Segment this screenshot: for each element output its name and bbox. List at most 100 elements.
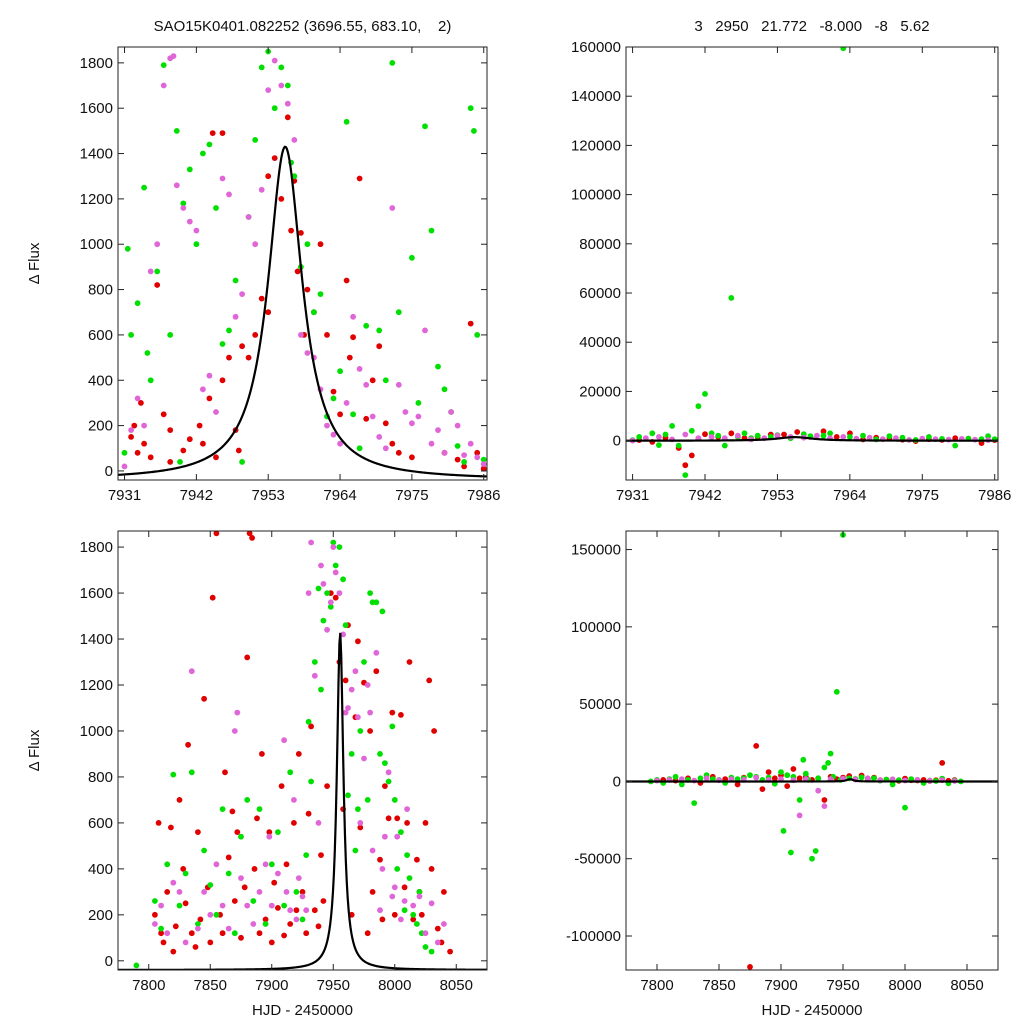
data-point-red <box>395 449 402 456</box>
data-point-green <box>340 576 346 583</box>
data-point-red <box>317 241 324 248</box>
data-point-red <box>141 440 148 447</box>
x-tick-label: 7986 <box>467 487 500 504</box>
data-point-magenta <box>821 803 828 809</box>
data-point-magenta <box>298 332 304 338</box>
data-point-green <box>330 395 337 402</box>
data-point-green <box>461 459 467 465</box>
data-point-red <box>821 797 828 803</box>
data-point-red <box>259 751 265 757</box>
data-point-red <box>734 781 741 788</box>
data-point-red <box>238 934 244 941</box>
data-point-green <box>471 127 477 134</box>
data-point-magenta <box>287 907 294 914</box>
data-point-red <box>324 332 330 338</box>
data-point-green <box>345 792 351 799</box>
data-point-red <box>784 783 791 789</box>
data-point-green <box>355 806 361 812</box>
data-point-green <box>367 590 373 596</box>
data-point-red <box>287 921 294 927</box>
x-tick-label: 8000 <box>378 977 411 994</box>
y-tick-label: -50000 <box>574 851 621 868</box>
data-point-magenta <box>170 879 177 886</box>
data-point-magenta <box>244 902 251 909</box>
data-point-magenta <box>415 413 422 420</box>
data-point-red <box>262 916 269 923</box>
data-point-red <box>180 866 187 872</box>
data-point-green <box>177 459 183 465</box>
data-point-red <box>454 456 461 463</box>
data-point-red <box>753 743 760 749</box>
data-point-green <box>833 688 840 695</box>
data-point-magenta <box>395 381 402 388</box>
data-point-magenta <box>283 889 290 895</box>
y-tick-label: 1800 <box>80 55 113 72</box>
data-point-red <box>385 815 392 822</box>
data-point-red <box>278 783 285 789</box>
data-point-magenta <box>474 454 481 461</box>
data-point-magenta <box>173 182 180 189</box>
data-point-red <box>682 462 689 469</box>
y-tick-label: 40000 <box>579 334 621 351</box>
data-point-green <box>422 944 429 950</box>
data-point-red <box>249 535 256 541</box>
data-point-red <box>176 797 183 803</box>
data-point-red <box>234 829 241 835</box>
data-point-green <box>350 411 356 418</box>
data-point-green <box>649 430 656 437</box>
data-point-green <box>206 141 213 148</box>
data-point-red <box>155 820 162 826</box>
data-point-magenta <box>363 381 370 388</box>
data-point-green <box>662 431 669 438</box>
data-point-green <box>678 781 685 788</box>
data-point-red <box>128 434 135 440</box>
data-point-magenta <box>318 562 324 569</box>
x-tick-label: 7800 <box>640 977 673 994</box>
data-point-red <box>939 760 946 766</box>
model-curve <box>118 145 487 478</box>
data-point-green <box>675 442 682 449</box>
data-point-green <box>342 622 349 629</box>
data-point-green <box>401 907 408 914</box>
data-point-red <box>308 723 314 730</box>
data-point-magenta <box>480 461 487 467</box>
data-point-magenta <box>379 866 386 872</box>
data-point-red <box>304 286 311 293</box>
data-point-red <box>406 659 413 665</box>
y-tick-label: 1600 <box>80 585 113 602</box>
data-point-red <box>461 463 467 470</box>
data-point-red <box>288 227 294 234</box>
data-point-green <box>363 322 370 329</box>
data-point-magenta <box>332 569 339 576</box>
data-point-magenta <box>231 728 238 734</box>
data-point-green <box>395 309 402 316</box>
data-point-red <box>231 898 238 904</box>
data-point-red <box>180 447 187 454</box>
data-point-red <box>201 695 208 702</box>
data-point-magenta <box>656 434 662 440</box>
x-tick-label: 8050 <box>440 977 473 994</box>
data-point-magenta <box>376 434 383 440</box>
data-point-magenta <box>428 440 435 447</box>
data-point-green <box>796 797 803 803</box>
data-point-red <box>266 829 273 835</box>
data-point-red <box>160 411 167 418</box>
data-point-green <box>454 443 461 449</box>
data-point-green <box>176 902 183 909</box>
y-tick-label: 50000 <box>579 696 621 713</box>
data-point-green <box>682 472 689 478</box>
data-point-magenta <box>262 861 269 868</box>
data-point-green <box>636 434 643 440</box>
data-point-magenta <box>377 907 383 914</box>
data-point-green <box>357 728 364 734</box>
data-point-magenta <box>180 205 187 211</box>
data-layer <box>626 47 998 478</box>
data-point-green <box>305 718 312 725</box>
data-point-red <box>283 861 290 868</box>
data-point-green <box>382 377 389 384</box>
data-point-green <box>669 423 675 429</box>
data-point-green <box>231 930 238 937</box>
data-point-magenta <box>193 227 200 234</box>
data-point-green <box>186 166 193 173</box>
y-tick-label: 200 <box>88 418 113 435</box>
